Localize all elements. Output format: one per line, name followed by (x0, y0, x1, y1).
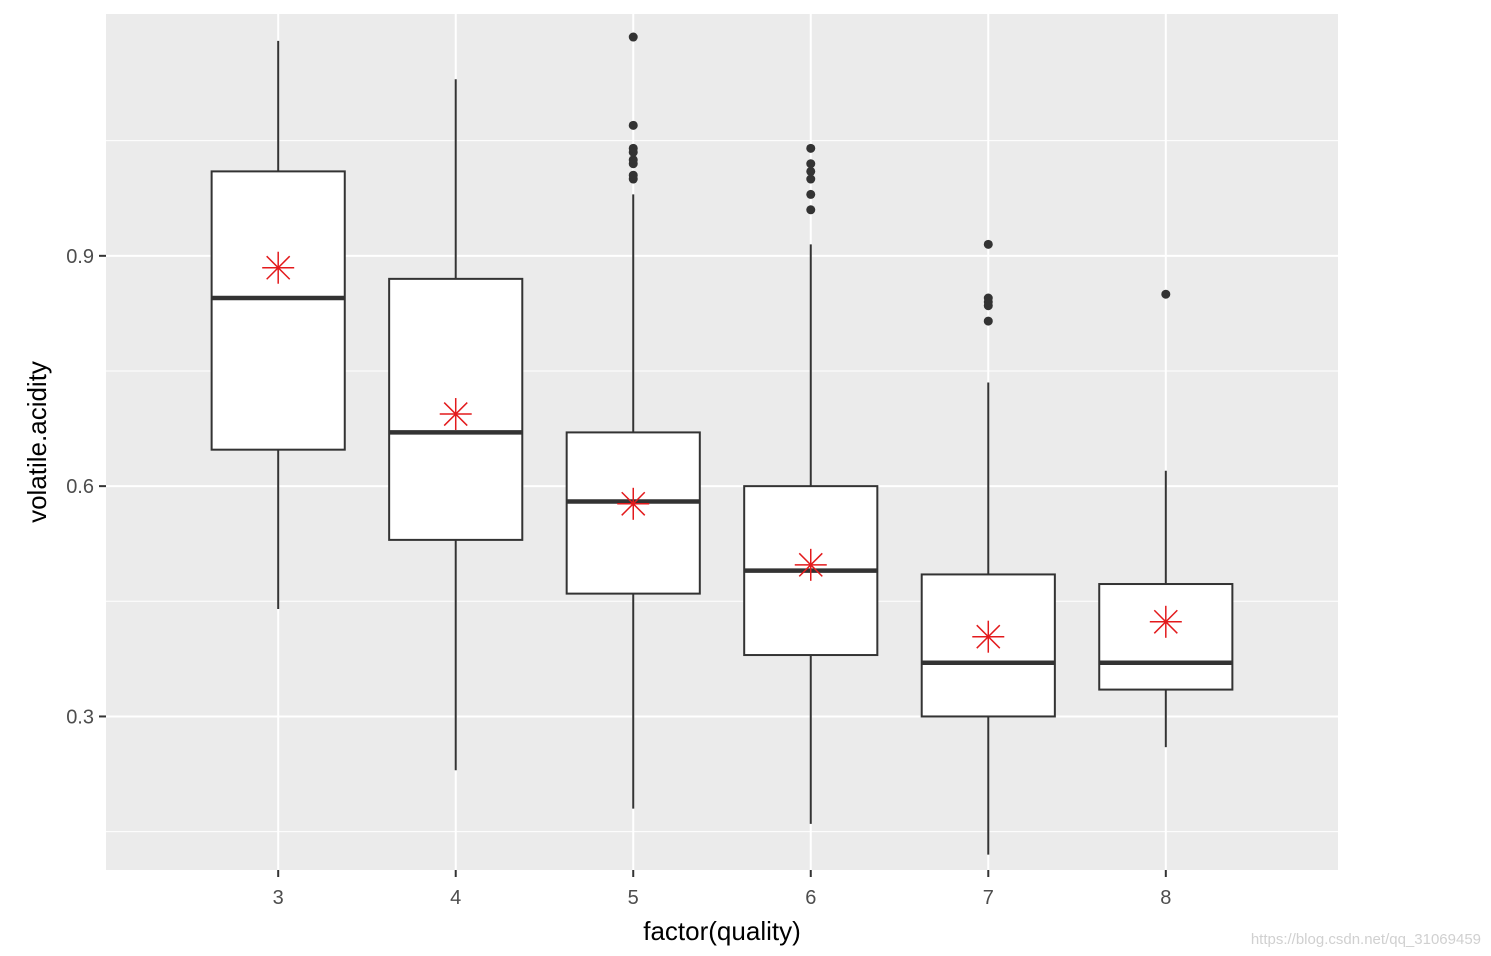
box-iqr (1098, 583, 1234, 691)
x-tick-label: 7 (983, 887, 994, 909)
x-axis-title: factor(quality) (643, 916, 801, 946)
watermark: https://blog.csdn.net/qq_31069459 (1250, 931, 1481, 948)
x-tick-label: 6 (805, 887, 816, 909)
box-iqr (210, 170, 346, 451)
boxplot-4 (388, 79, 524, 771)
outlier-point (628, 170, 638, 180)
outlier-point (806, 166, 816, 176)
boxplot-3 (210, 40, 346, 609)
boxplot-5 (565, 32, 701, 809)
boxplot-7 (920, 239, 1056, 855)
x-tick-label: 3 (273, 887, 284, 909)
outlier-point (628, 155, 638, 165)
mean-marker (617, 487, 650, 520)
mean-marker (794, 548, 827, 581)
x-tick-label: 5 (628, 887, 639, 909)
y-axis-ticks: 0.3 0.6 0.9 (66, 246, 106, 728)
outlier-point (806, 159, 816, 169)
outlier-point (628, 32, 638, 42)
boxplot-6 (743, 143, 879, 824)
mean-marker (972, 620, 1005, 653)
mean-marker-stroke (976, 624, 1001, 649)
outlier-point (983, 293, 993, 303)
mean-marker (439, 398, 472, 431)
outlier-point (806, 189, 816, 199)
outlier-point (628, 120, 638, 130)
mean-marker-stroke (266, 255, 291, 280)
y-axis-title: volatile.acidity (22, 361, 52, 523)
mean-marker-stroke (443, 402, 468, 427)
mean-marker-stroke (621, 491, 646, 516)
y-tick-label: 0.9 (66, 246, 94, 268)
outlier-point (806, 205, 816, 215)
outlier-point (1161, 289, 1171, 299)
mean-marker (262, 251, 295, 284)
outlier-point (806, 174, 816, 184)
boxplot-8 (1098, 289, 1234, 748)
outlier-point (983, 316, 993, 326)
y-tick-label: 0.6 (66, 476, 94, 498)
x-tick-label: 8 (1160, 887, 1171, 909)
mean-marker-stroke (1153, 609, 1178, 634)
x-axis-ticks: 3 4 5 6 7 8 (273, 870, 1171, 909)
outlier-point (806, 143, 816, 153)
mean-marker-stroke (798, 552, 823, 577)
x-tick-label: 4 (450, 887, 461, 909)
outlier-point (983, 239, 993, 249)
outlier-point (628, 143, 638, 153)
y-tick-label: 0.3 (66, 706, 94, 728)
mean-marker (1149, 605, 1182, 638)
boxplots (210, 32, 1234, 855)
